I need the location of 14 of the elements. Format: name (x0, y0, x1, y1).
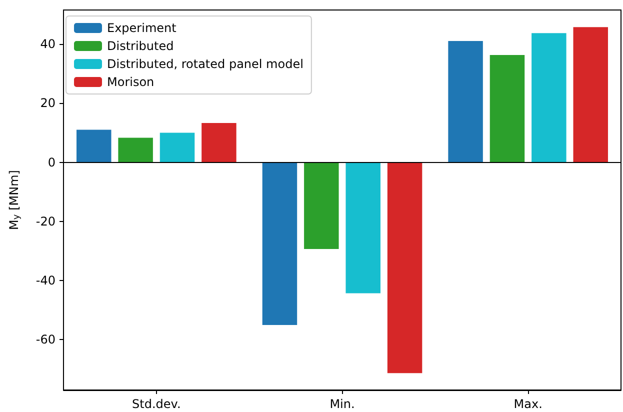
legend-label: Distributed, rotated panel model (107, 57, 304, 71)
y-tick-label: 0 (48, 155, 56, 170)
legend-label: Distributed (107, 39, 174, 53)
y-tick-label: 20 (40, 96, 56, 110)
y-axis-title: My [MNm] (7, 170, 22, 230)
legend-label: Morison (107, 75, 154, 89)
y-tick-label: -20 (36, 214, 56, 228)
y-tick-label: -40 (36, 274, 56, 288)
legend-label: Experiment (107, 21, 177, 35)
x-tick-label: Min. (330, 397, 355, 411)
y-tick-label: -60 (36, 332, 56, 347)
x-tick-label: Max. (514, 397, 542, 411)
y-tick-label: 40 (40, 37, 56, 52)
x-tick-label: Std.dev. (132, 397, 181, 411)
